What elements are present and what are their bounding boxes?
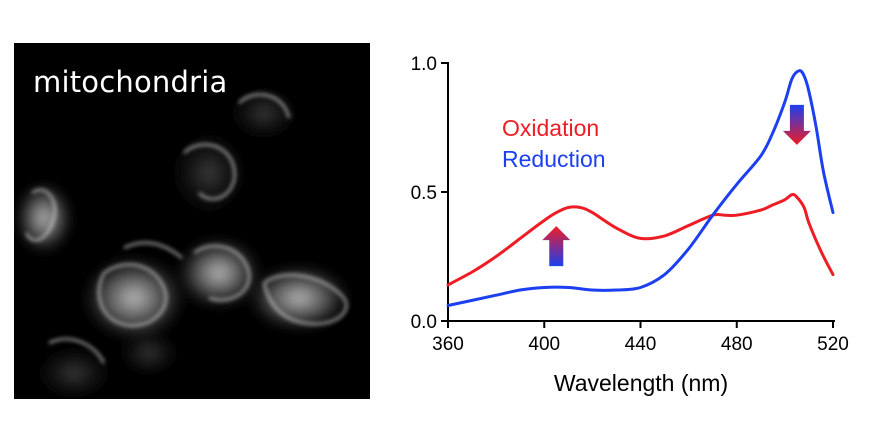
legend-reduction: Reduction — [502, 146, 606, 172]
y-tick-label: 0.5 — [411, 183, 437, 204]
x-tick-label: 480 — [721, 334, 753, 355]
x-tick-label: 400 — [528, 334, 560, 355]
x-tick-label: 440 — [625, 334, 657, 355]
micrograph-image — [14, 83, 354, 399]
series-line-reduction — [446, 69, 835, 307]
legend-oxidation: Oxidation — [502, 115, 599, 141]
legend: Oxidation Reduction — [502, 115, 606, 172]
mitochondria-micrograph: mitochondria — [14, 43, 370, 399]
x-axis-title: Wavelength (nm) — [554, 370, 728, 396]
axis-ticks: 360 400 440 480 520 0.0 0.5 1.0 — [411, 54, 849, 355]
y-tick-label: 0.0 — [411, 312, 437, 333]
series-line-oxidation — [446, 192, 835, 287]
down-arrow-icon — [782, 104, 811, 145]
series-layer — [446, 69, 835, 307]
absorbance-spectrum-chart: 360 400 440 480 520 0.0 0.5 1.0 Oxidation Reduc… — [411, 54, 849, 396]
y-tick-label: 1.0 — [411, 54, 437, 75]
up-arrow-icon — [542, 226, 571, 267]
annotation-layer — [542, 104, 811, 267]
micrograph-label: mitochondria — [33, 65, 228, 99]
chart-axes — [447, 62, 835, 322]
x-tick-label: 360 — [432, 334, 464, 355]
x-tick-label: 520 — [817, 334, 849, 355]
